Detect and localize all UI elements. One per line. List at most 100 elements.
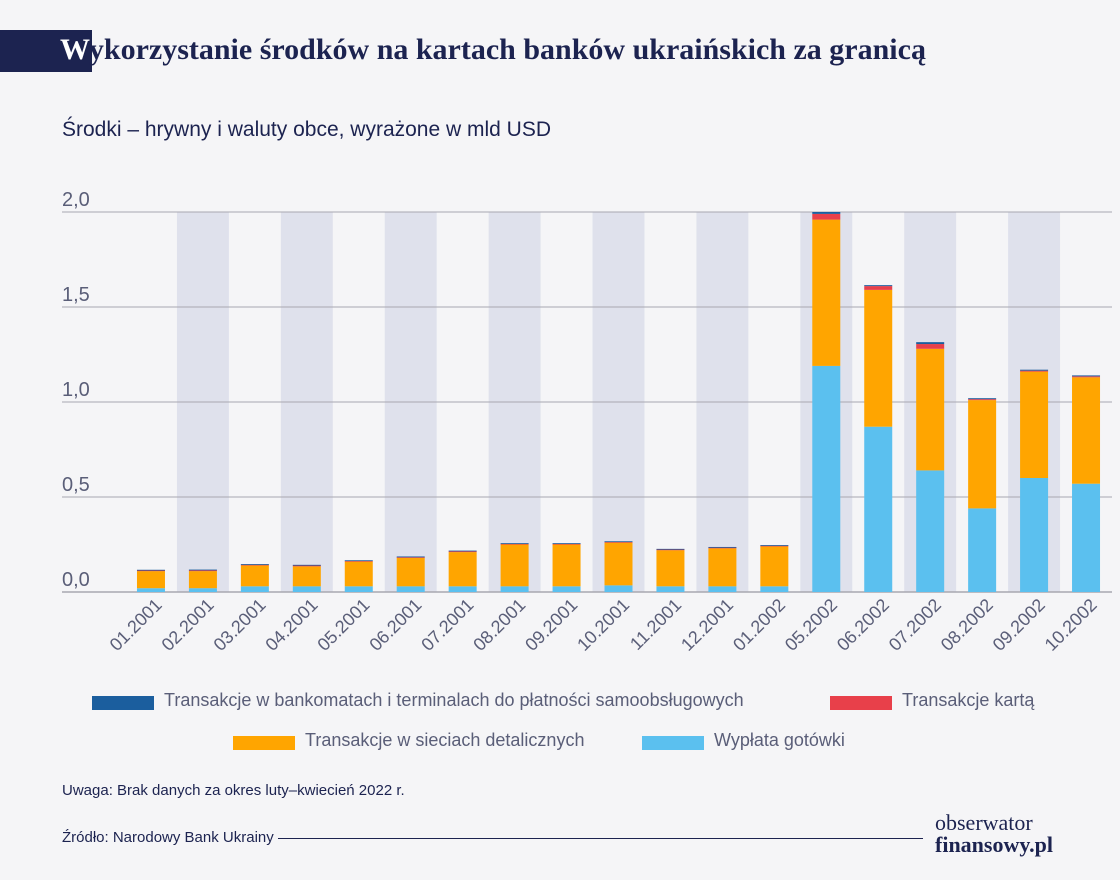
bar-segment-atm [552, 543, 581, 544]
bar-segment-card [188, 570, 217, 572]
legend-label-cash: Wypłata gotówki [714, 730, 845, 750]
bar-segment-atm [812, 212, 841, 214]
x-tick-label: 01.2001 [106, 595, 166, 655]
bar-segment-atm [188, 569, 217, 571]
bar-segment-atm [344, 560, 373, 562]
bar-segment-card [136, 570, 165, 572]
bar-segment-retail [968, 400, 997, 509]
x-tick-label: 02.2001 [158, 595, 218, 655]
x-tick-label: 07.2002 [885, 595, 945, 655]
bar-segment-retail [552, 544, 581, 587]
legend-swatch-card [830, 696, 892, 710]
bar-segment-retail [292, 566, 321, 587]
x-tick-label: 10.2002 [1041, 595, 1101, 655]
bar-segment-card [448, 551, 477, 553]
bar-segment-cash [916, 470, 945, 592]
chart-note: Uwaga: Brak danych za okres luty–kwiecie… [62, 782, 405, 799]
x-tick-label: 06.2001 [365, 595, 425, 655]
bar-segment-retail [500, 544, 529, 587]
bar-segment-cash [552, 586, 581, 592]
bar-segment-atm [708, 546, 737, 548]
bar-segment-cash [864, 426, 893, 592]
bar-segment-atm [448, 550, 477, 552]
legend-label-retail: Transakcje w sieciach detalicznych [305, 730, 585, 750]
x-tick-label: 03.2001 [210, 595, 270, 655]
bar-segment-cash [812, 365, 841, 592]
bar-segment-card [344, 560, 373, 562]
bar-segment-atm [656, 548, 685, 550]
bar-segment-card [396, 557, 425, 558]
x-tick-label: 11.2001 [626, 595, 685, 654]
x-tick-label: 01.2002 [729, 595, 789, 655]
bar-segment-atm [396, 556, 425, 558]
bar-segment-retail [864, 289, 893, 427]
bar-segment-retail [1072, 377, 1101, 484]
bar-segment-atm [240, 564, 269, 565]
chart-source: Źródło: Narodowy Bank Ukrainy [62, 829, 274, 846]
title-first-letter: W [60, 33, 89, 66]
bar-segment-cash [500, 586, 529, 592]
bar-segment-card [1020, 370, 1049, 372]
bar-segment-card [656, 549, 685, 551]
legend-swatch-retail [233, 736, 295, 750]
bar-segment-atm [864, 285, 893, 287]
x-tick-label: 07.2001 [417, 595, 477, 655]
x-tick-label: 09.2002 [989, 595, 1049, 655]
x-tick-label: 04.2001 [261, 595, 321, 655]
bar-segment-atm [136, 569, 165, 571]
bar-segment-cash [344, 586, 373, 592]
bar-segment-retail [240, 565, 269, 587]
bar-segment-card [1072, 376, 1101, 378]
bar-segment-retail [604, 542, 633, 586]
stacked-bar-chart: 0,0 0,5 1,0 1,5 2,0 01.200102.200103.200104.2… [62, 189, 1112, 655]
bar-segment-retail [448, 552, 477, 587]
bar-segment-retail [760, 546, 789, 587]
bar-segment-cash [968, 508, 997, 592]
x-tick-label: 06.2002 [833, 595, 893, 655]
bar-segment-retail [812, 219, 841, 366]
x-tick-label: 09.2001 [521, 595, 581, 655]
bar-segment-retail [916, 348, 945, 471]
bar-segment-card [812, 213, 841, 220]
bar-segment-cash [240, 586, 269, 592]
bar-segment-cash [292, 586, 321, 592]
brand-line-1: obserwator [935, 810, 1033, 835]
source-divider [278, 838, 923, 839]
bar-segment-atm [1020, 369, 1049, 371]
bar-segment-cash [188, 588, 217, 592]
bar-segment-cash [760, 586, 789, 592]
bar-segment-card [916, 344, 945, 349]
bar-segment-retail [396, 557, 425, 587]
x-tick-label: 05.2002 [781, 595, 841, 655]
bar-segment-card [292, 565, 321, 567]
y-tick-label: 0,0 [62, 569, 90, 591]
bar-segment-retail [344, 561, 373, 587]
chart-subtitle: Środki – hrywny i waluty obce, wyrażone … [62, 118, 552, 141]
title-accent-bar [0, 30, 92, 72]
legend-swatch-atm [92, 696, 154, 710]
bar-segment-cash [448, 586, 477, 592]
x-tick-label: 12.2001 [677, 595, 737, 655]
bar-segment-atm [916, 342, 945, 345]
bar-segment-atm [968, 398, 997, 400]
bar-segment-cash [656, 586, 685, 592]
bar-segment-retail [136, 571, 165, 589]
bar-segment-retail [656, 550, 685, 587]
bar-segment-retail [708, 548, 737, 587]
bar-segment-cash [604, 585, 633, 592]
brand-logo: obserwator finansowy.pl [935, 812, 1053, 856]
legend-label-atm: Transakcje w bankomatach i terminalach d… [164, 690, 744, 710]
bar-segment-cash [396, 586, 425, 592]
bar-segment-card [708, 547, 737, 549]
bar-segment-card [864, 286, 893, 290]
title-rest: ykorzystanie środków na kartach banków u… [88, 33, 926, 66]
y-tick-label: 2,0 [62, 189, 90, 211]
legend-label-card: Transakcje kartą [902, 690, 1035, 710]
bar-segment-atm [500, 543, 529, 544]
bar-segment-atm [1072, 375, 1101, 377]
bar-segment-card [968, 399, 997, 401]
bar-segment-cash [708, 586, 737, 592]
chart-title: Wykorzystanie środków na kartach banków … [60, 33, 926, 67]
legend-swatch-cash [642, 736, 704, 750]
bar-segment-atm [604, 541, 633, 543]
